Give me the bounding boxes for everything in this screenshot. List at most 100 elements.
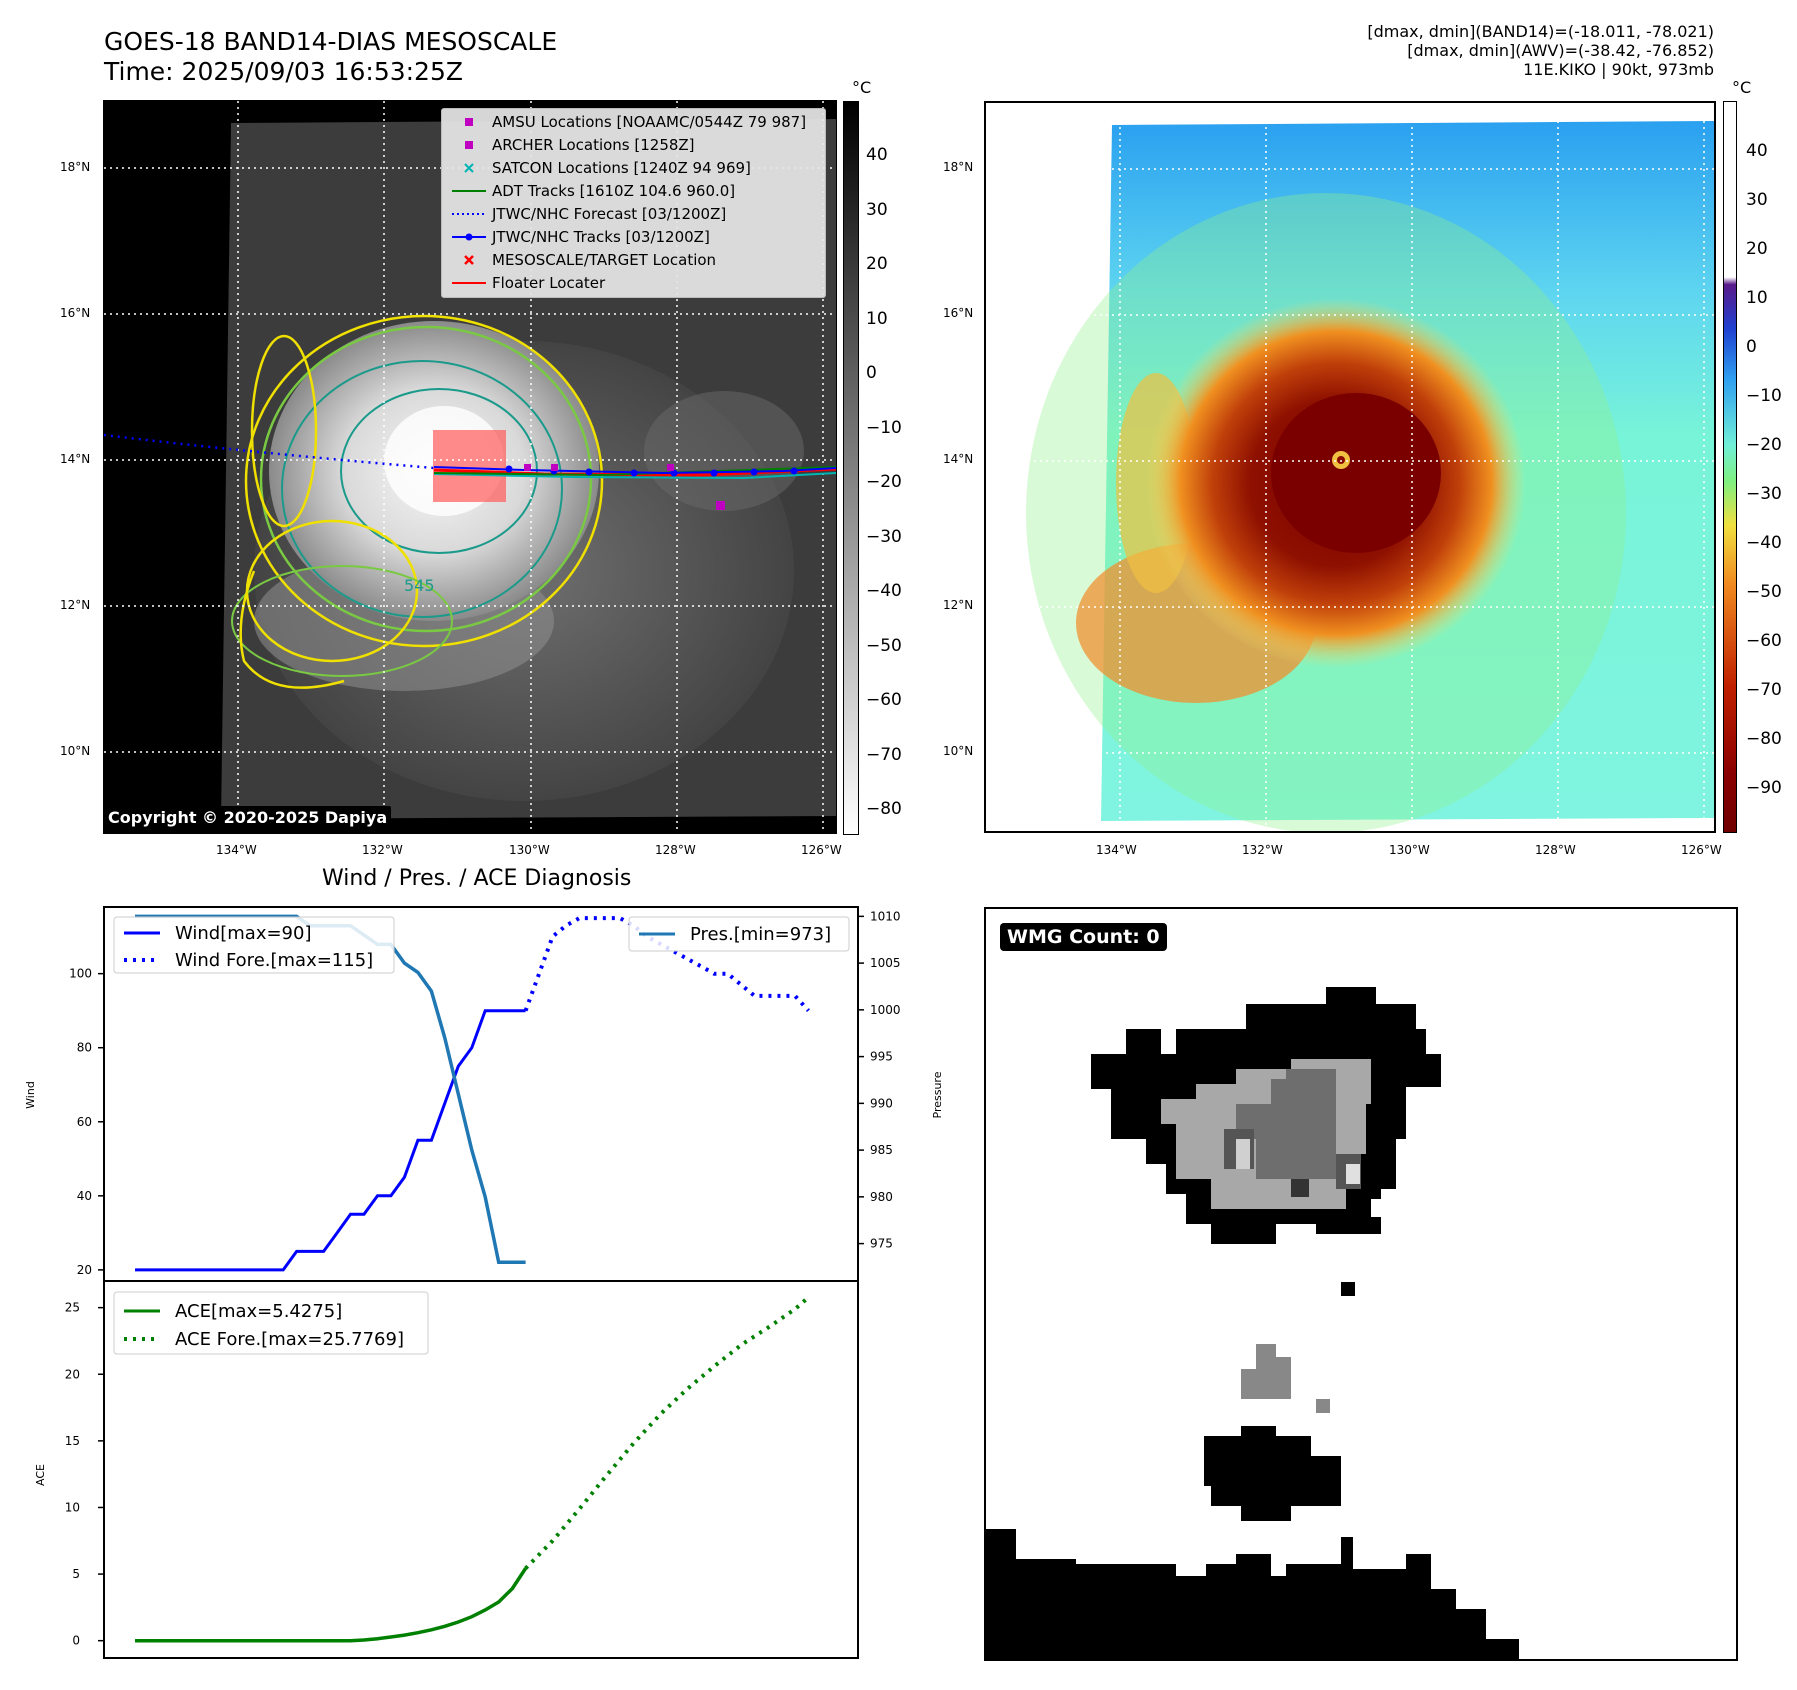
pressure-tick-label: 990 xyxy=(870,1096,893,1110)
awv-colorbar-tick: −80 xyxy=(1746,729,1782,749)
awv-colorbar-tick: −50 xyxy=(1746,582,1782,602)
ir-colorbar-tick: 30 xyxy=(866,199,888,220)
awv-lon-label-126: 126°W xyxy=(1681,843,1722,857)
awv-colorbar-tick: 10 xyxy=(1746,288,1768,308)
legend-ace: ACE[max=5.4275] xyxy=(175,1301,342,1322)
lon-label-128: 128°W xyxy=(655,843,696,857)
ace-axes xyxy=(103,1280,859,1659)
figure-time: Time: 2025/09/03 16:53:25Z xyxy=(104,57,463,86)
info-awv: [dmax, dmin](AWV)=(-38.42, -76.852) xyxy=(1407,41,1714,60)
lat-label-14: 14°N xyxy=(60,452,91,466)
legend-pressure: Pres.[min=973] xyxy=(690,924,831,945)
wind-tick-label: 40 xyxy=(77,1189,92,1203)
lat-label-16: 16°N xyxy=(60,306,91,320)
pressure-ylabel: Pressure xyxy=(931,1071,944,1118)
wind-tick-label: 80 xyxy=(77,1041,92,1055)
adt-track xyxy=(433,466,837,477)
lon-label-130: 130°W xyxy=(509,843,550,857)
awv-colorbar-tick: −60 xyxy=(1746,631,1782,651)
info-band14: [dmax, dmin](BAND14)=(-18.011, -78.021) xyxy=(1367,22,1714,41)
ir-colorbar-tick: −30 xyxy=(866,526,902,547)
awv-colorbar-unit: °C xyxy=(1732,78,1752,97)
ir-colorbar-tick: 10 xyxy=(866,308,888,329)
awv-colorbar xyxy=(1723,101,1737,833)
awv-colorbar-tick: −90 xyxy=(1746,778,1782,798)
legend-ace-fore: ACE Fore.[max=25.7769] xyxy=(175,1329,404,1350)
awv-colorbar-tick: −10 xyxy=(1746,386,1782,406)
ace-ylabel: ACE xyxy=(34,1464,47,1486)
lat-label-18: 18°N xyxy=(60,160,91,174)
awv-lat-label-12: 12°N xyxy=(943,598,974,612)
awv-colorbar-tick: −40 xyxy=(1746,533,1782,553)
target-box xyxy=(433,430,506,502)
legend-wind-fore: Wind Fore.[max=115] xyxy=(175,950,373,971)
pressure-tick-label: 1005 xyxy=(870,956,901,970)
awv-lon-label-130: 130°W xyxy=(1389,843,1430,857)
ace-line xyxy=(135,1567,528,1643)
lat-label-12: 12°N xyxy=(60,598,91,612)
ir-colorbar-tick: −40 xyxy=(866,581,902,601)
awv-lat-label-16: 16°N xyxy=(943,306,974,320)
copyright-badge: Copyright © 2020-2025 Dapiya xyxy=(104,806,392,829)
contour-label: 545 xyxy=(404,576,435,595)
ace-tick-label: 0 xyxy=(72,1634,80,1648)
ace-tick-label: 25 xyxy=(65,1301,80,1315)
lon-label-132: 132°W xyxy=(362,843,403,857)
info-storm: 11E.KIKO | 90kt, 973mb xyxy=(1523,60,1714,79)
ir-colorbar xyxy=(843,101,859,835)
wind-tick-label: 100 xyxy=(69,967,92,981)
pressure-legend: Pres.[min=973] xyxy=(628,916,850,952)
wind-legend: Wind[max=90] Wind Fore.[max=115] xyxy=(113,916,395,974)
pressure-tick-label: 1000 xyxy=(870,1003,901,1017)
awv-lat-label-18: 18°N xyxy=(943,160,974,174)
ir-colorbar-tick: −50 xyxy=(866,635,902,656)
legend-item-amsu: AMSU Locations [NOAAMC/0544Z 79 987] xyxy=(442,112,825,132)
legend-item-adt: ADT Tracks [1610Z 104.6 960.0] xyxy=(452,182,736,200)
awv-colorbar-tick: −20 xyxy=(1746,435,1782,455)
ir-map-panel: 545 Copyri xyxy=(103,101,837,833)
pressure-tick-label: 1010 xyxy=(870,909,901,923)
wind-tick-label: 20 xyxy=(77,1263,92,1277)
awv-lat-label-10: 10°N xyxy=(943,744,974,758)
lon-label-126: 126°W xyxy=(801,843,842,857)
ace-forecast-line xyxy=(524,1295,810,1570)
wmg-image xyxy=(986,987,1519,1659)
awv-map xyxy=(986,103,1714,833)
satcon-track xyxy=(433,472,837,480)
legend-item-floater: Floater Locater xyxy=(452,274,606,292)
jtwc-track xyxy=(433,466,837,475)
awv-gridlines xyxy=(986,103,1714,831)
pressure-tick-label: 985 xyxy=(870,1143,893,1157)
legend-item-archer: ARCHER Locations [1258Z] xyxy=(442,135,825,155)
awv-map-panel xyxy=(984,101,1716,833)
ir-colorbar-unit: °C xyxy=(852,78,872,97)
ir-colorbar-tick: −10 xyxy=(866,417,902,438)
awv-lat-label-14: 14°N xyxy=(943,452,974,466)
pressure-tick-label: 980 xyxy=(870,1190,893,1204)
info-block: [dmax, dmin](BAND14)=(-18.011, -78.021) … xyxy=(1367,22,1714,79)
legend-item-mesoscale: MESOSCALE/TARGET Location xyxy=(442,250,825,270)
ir-colorbar-tick: 0 xyxy=(866,363,877,383)
lon-label-134: 134°W xyxy=(216,843,257,857)
awv-colorbar-tick: 0 xyxy=(1746,337,1757,357)
lat-label-10: 10°N xyxy=(60,744,91,758)
wmg-count-badge: WMG Count: 0 xyxy=(1000,923,1167,951)
awv-colorbar-tick: 20 xyxy=(1746,239,1768,259)
wind-tick-label: 60 xyxy=(77,1115,92,1129)
awv-colorbar-tick: −70 xyxy=(1746,680,1782,700)
ir-colorbar-tick: 40 xyxy=(866,145,888,165)
ir-colorbar-tick: −80 xyxy=(866,799,902,819)
awv-colorbar-tick: 40 xyxy=(1746,141,1768,161)
ir-colorbar-tick: 20 xyxy=(866,254,888,274)
awv-lon-label-132: 132°W xyxy=(1242,843,1283,857)
pressure-tick-label: 975 xyxy=(870,1237,893,1251)
ir-map-frame xyxy=(103,100,837,834)
diagnosis-title: Wind / Pres. / ACE Diagnosis xyxy=(322,866,632,891)
wind-ylabel: Wind xyxy=(24,1081,37,1109)
ace-tick-label: 10 xyxy=(65,1500,80,1514)
figure-title: GOES-18 BAND14-DIAS MESOSCALE xyxy=(104,27,558,56)
ace-tick-label: 5 xyxy=(72,1567,80,1581)
awv-lon-label-128: 128°W xyxy=(1535,843,1576,857)
legend-item-jtwc-tracks: JTWC/NHC Tracks [03/1200Z] xyxy=(442,227,825,247)
